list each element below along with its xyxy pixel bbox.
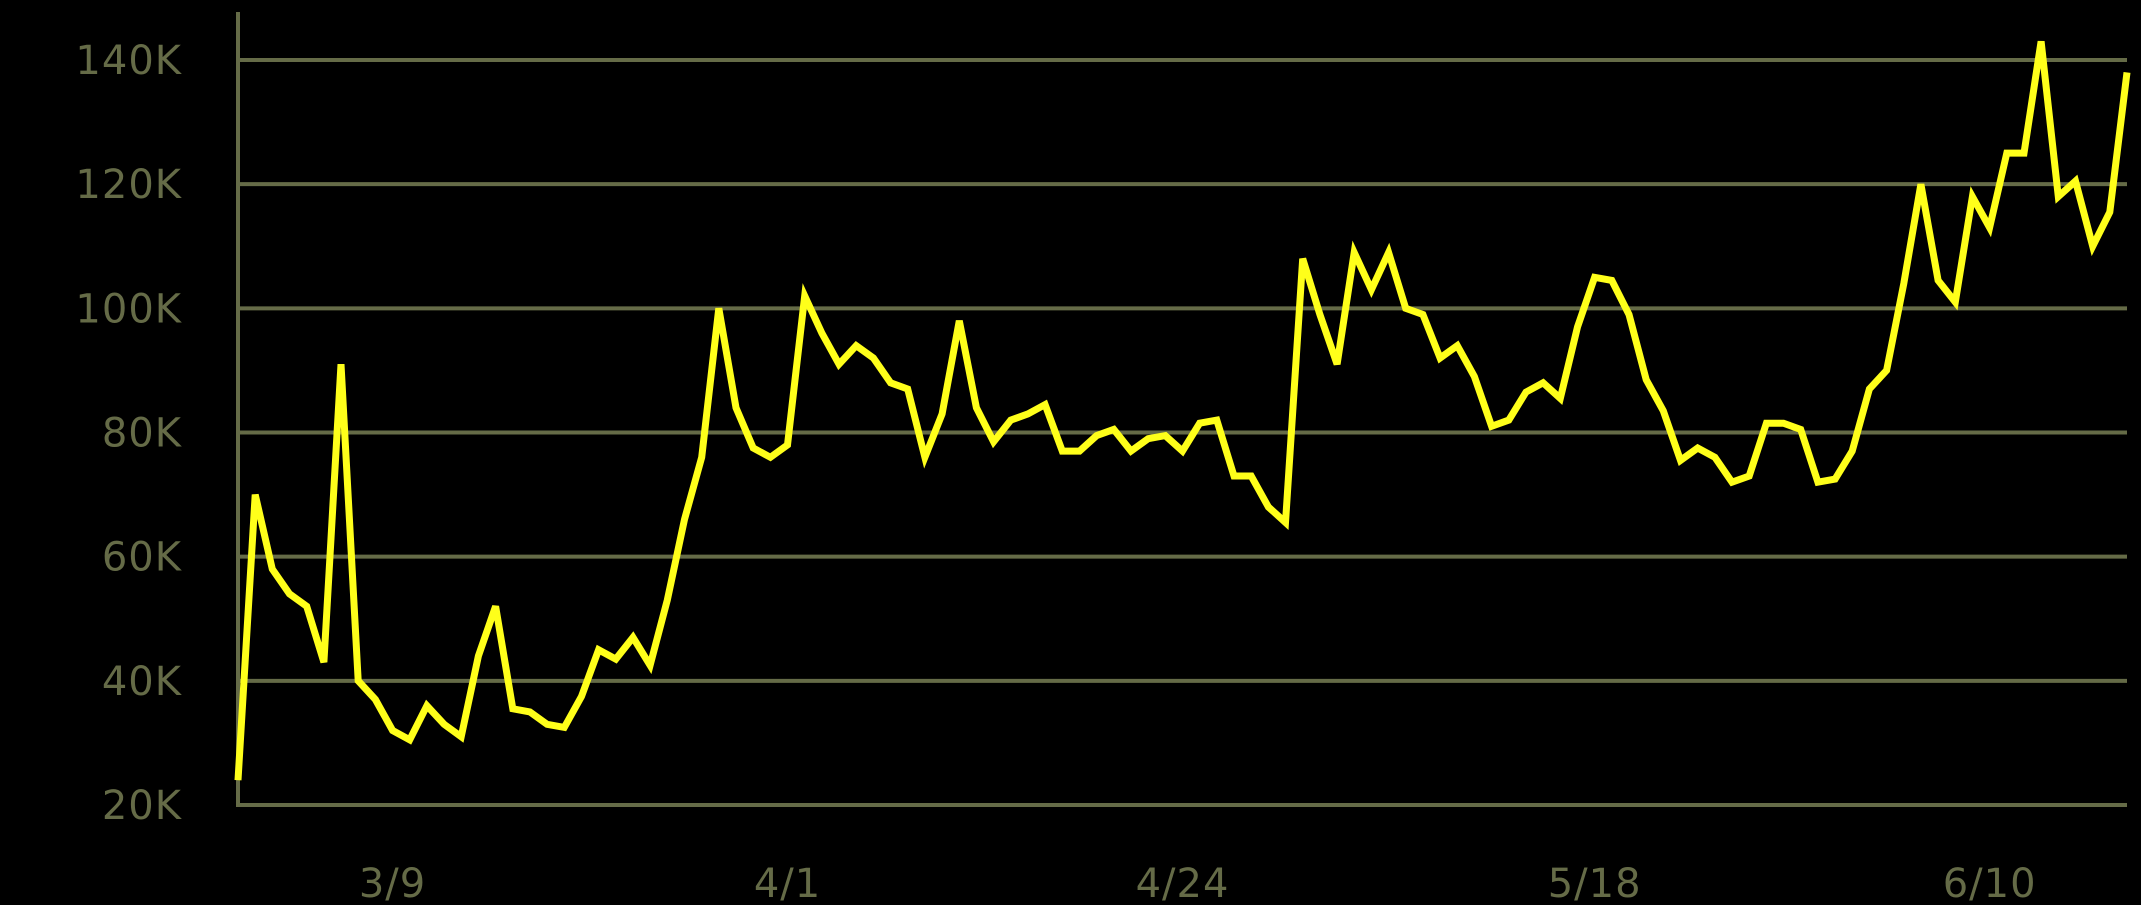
x-tick-label: 3/9 [359,861,426,905]
y-tick-label: 40K [102,659,183,705]
y-tick-label: 140K [75,38,182,84]
x-tick-label: 4/24 [1136,861,1230,905]
y-axis-tick-labels: 20K 40K 60K 80K 100K 120K 140K [75,38,183,829]
x-tick-label: 4/1 [754,861,821,905]
y-tick-label: 120K [75,162,182,208]
x-tick-label: 6/10 [1943,861,2037,905]
y-tick-label: 60K [102,535,183,581]
x-axis-tick-labels: 3/9 4/1 4/24 5/18 6/10 [359,861,2037,905]
gridlines [238,58,2127,807]
y-tick-label: 20K [102,783,183,829]
y-tick-label: 100K [75,286,182,332]
x-tick-label: 5/18 [1548,861,1642,905]
series-layer [234,40,2131,781]
y-tick-label: 80K [102,411,183,457]
series-line [234,40,2131,781]
